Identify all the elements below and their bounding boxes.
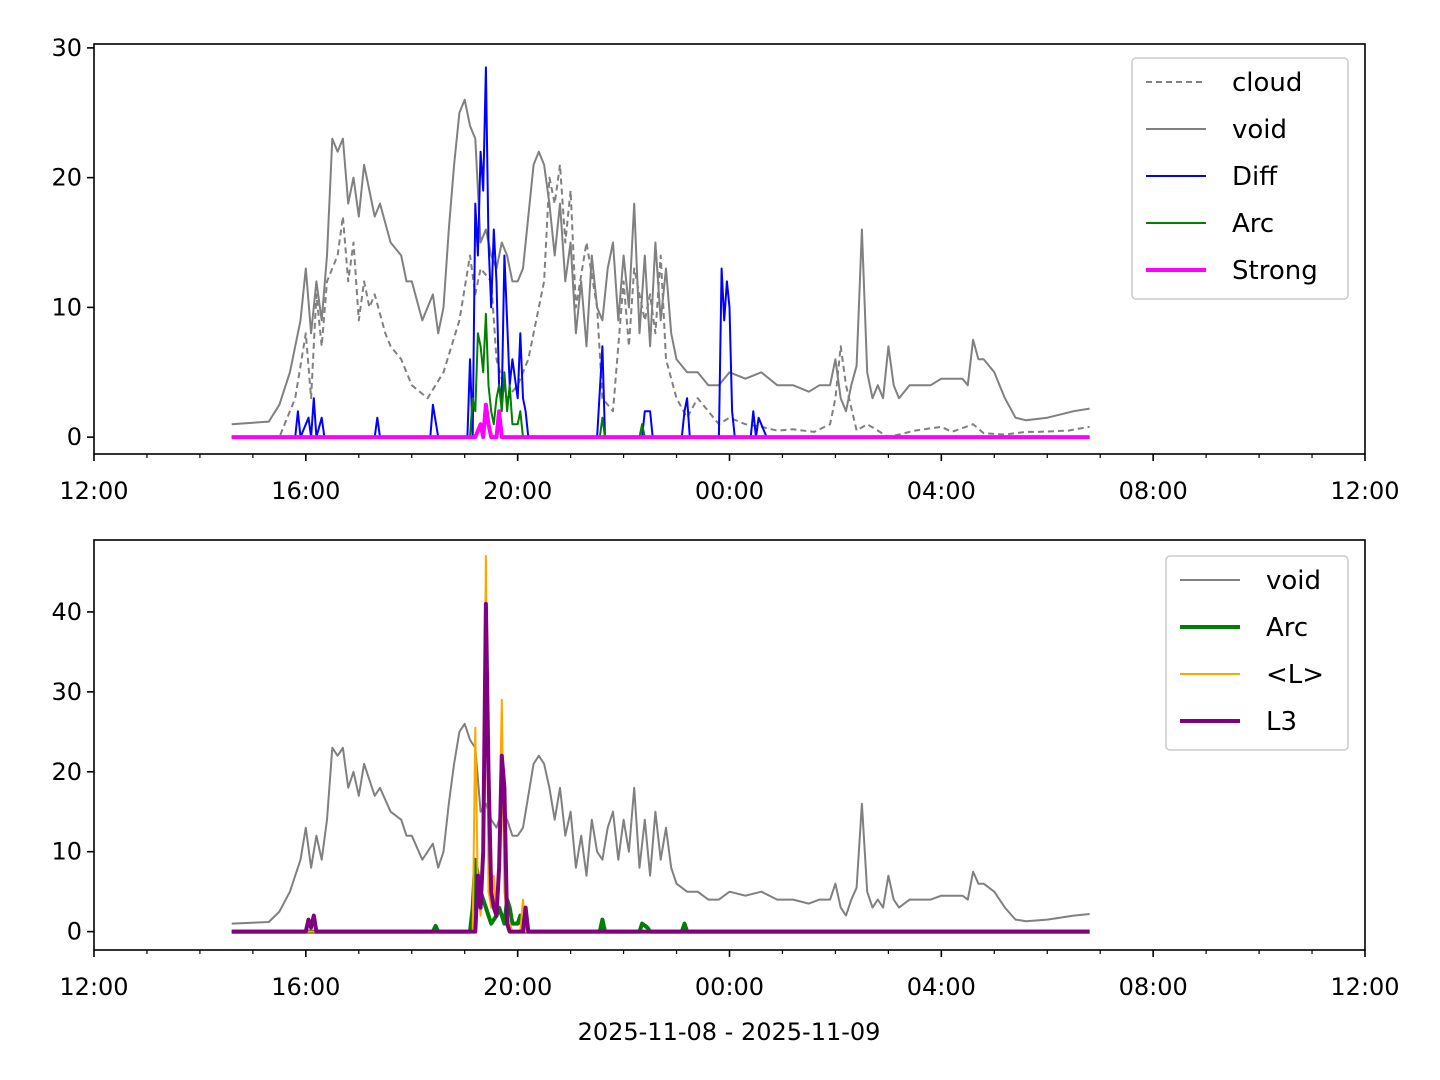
legend-label: Diff [1232,162,1278,192]
x-tick-label: 08:00 [1119,477,1188,505]
series-line-strong [231,402,1090,440]
y-tick-label: 20 [51,758,82,786]
x-tick-label: 12:00 [1330,477,1399,505]
x-tick-label: 12:00 [1330,973,1399,1001]
y-tick-label: 0 [67,918,82,946]
x-tick-label: 04:00 [907,477,976,505]
x-tick-label: 16:00 [271,973,340,1001]
legend-label: Arc [1232,209,1274,239]
y-tick-label: 20 [51,164,82,192]
x-tick-label: 00:00 [695,973,764,1001]
x-axis-label: 2025-11-08 - 2025-11-09 [578,1018,881,1046]
series-line-diff [231,66,1090,439]
bottom-panel: 0 10 20 30 40 12:00 16:00 20:00 00:00 04:00 08:00 1… [51,539,1400,1001]
legend-label: <L> [1266,660,1324,690]
legend-label: void [1232,115,1287,145]
y-tick-label: 10 [51,293,82,321]
x-tick-label: 20:00 [483,973,552,1001]
y-tick-label: 30 [51,34,82,62]
legend-label: L3 [1266,707,1297,737]
legend-box [1131,57,1349,300]
x-tick-label: 16:00 [271,477,340,505]
series-line-l3 [231,601,1090,934]
legend-label: Arc [1266,613,1308,643]
legend-label: void [1266,566,1321,596]
y-tick-label: 30 [51,678,82,706]
x-tick-label: 12:00 [59,973,128,1001]
x-tick-label: 00:00 [695,477,764,505]
y-tick-label: 40 [51,598,82,626]
x-tick-label: 12:00 [59,477,128,505]
legend-label: Strong [1232,256,1318,286]
y-tick-label: 0 [67,423,82,451]
series-line-void [231,722,1090,925]
top-panel: 0 10 20 30 12:00 16:00 20:00 00:00 04:00 08:00 12:… [51,34,1399,505]
x-tick-label: 08:00 [1119,973,1188,1001]
series-line-void [231,98,1090,426]
legend-box [1165,555,1349,751]
x-tick-label: 20:00 [483,477,552,505]
series-line-arc [231,312,1090,439]
legend-label: cloud [1232,68,1302,98]
x-tick-label: 04:00 [907,973,976,1001]
y-tick-label: 10 [51,838,82,866]
